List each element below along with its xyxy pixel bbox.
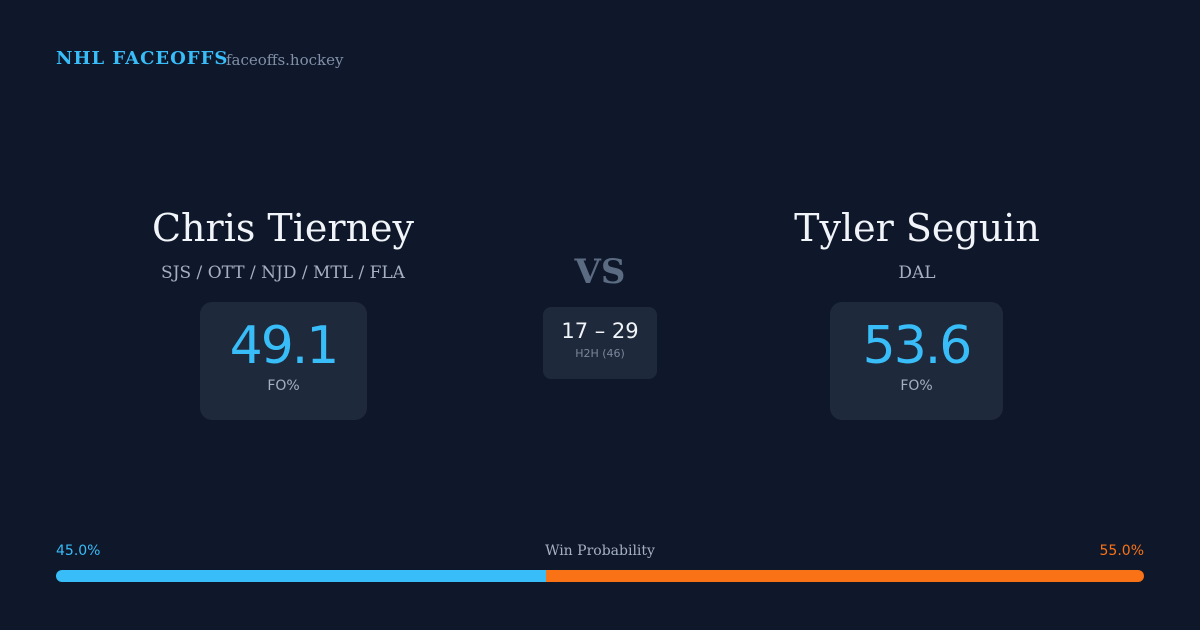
right-probability: 55.0% <box>1099 543 1144 559</box>
player-teams: DAL <box>898 263 936 283</box>
left-probability: 45.0% <box>56 543 101 559</box>
fo-pct: 49.1 <box>229 316 340 376</box>
h2h-score: 17 – 29 <box>561 319 639 343</box>
fo-label: FO% <box>267 378 300 394</box>
stat-card: 49.1 FO% <box>200 302 367 420</box>
fo-pct: 53.6 <box>862 316 973 376</box>
player-name: Tyler Seguin <box>794 206 1040 250</box>
site-url: faceoffs.hockey <box>226 51 344 69</box>
stat-card: 53.6 FO% <box>830 302 1003 420</box>
vs: VS <box>574 252 626 292</box>
h2h-label: H2H (46) <box>575 347 625 360</box>
fo-label: FO% <box>900 378 933 394</box>
probability-label: Win Probability <box>545 543 655 559</box>
brand: NHL FACEOFFS <box>56 48 229 69</box>
probability-bar <box>545 570 1144 582</box>
player-name: Chris Tierney <box>151 206 415 250</box>
player-teams: SJS / OTT / NJD / MTL / FLA <box>161 263 405 283</box>
probability-bar <box>56 570 546 582</box>
h2h-card: 17 – 29 H2H (46) <box>543 307 657 379</box>
